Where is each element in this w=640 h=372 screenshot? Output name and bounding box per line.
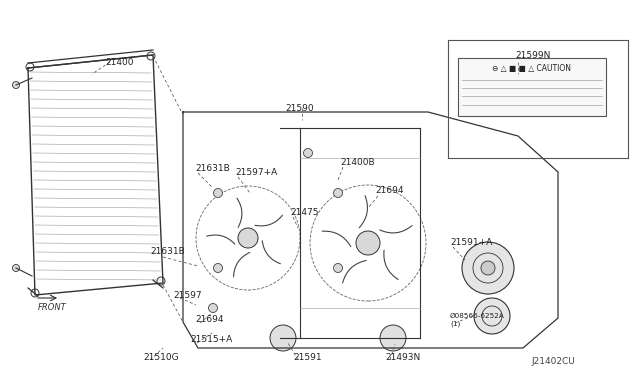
Circle shape bbox=[13, 264, 19, 272]
Circle shape bbox=[270, 325, 296, 351]
Circle shape bbox=[380, 325, 406, 351]
Text: 21510G: 21510G bbox=[143, 353, 179, 362]
FancyBboxPatch shape bbox=[458, 58, 606, 116]
Circle shape bbox=[209, 304, 218, 312]
Circle shape bbox=[214, 263, 223, 273]
Text: 21694: 21694 bbox=[375, 186, 403, 195]
Text: 21475: 21475 bbox=[290, 208, 319, 217]
Text: FRONT: FRONT bbox=[38, 304, 67, 312]
Circle shape bbox=[481, 261, 495, 275]
Text: 21515+A: 21515+A bbox=[190, 336, 232, 344]
Text: 21400: 21400 bbox=[105, 58, 134, 67]
Text: Ø08566-6252A
(1): Ø08566-6252A (1) bbox=[450, 313, 505, 327]
Circle shape bbox=[214, 189, 223, 198]
Circle shape bbox=[238, 228, 258, 248]
Circle shape bbox=[474, 298, 510, 334]
Text: 21591: 21591 bbox=[293, 353, 322, 362]
Circle shape bbox=[356, 231, 380, 255]
Text: J21402CU: J21402CU bbox=[531, 357, 575, 366]
Circle shape bbox=[462, 242, 514, 294]
Text: 21591+A: 21591+A bbox=[450, 237, 492, 247]
Text: 21493N: 21493N bbox=[385, 353, 420, 362]
Text: 21597+A: 21597+A bbox=[235, 167, 277, 176]
Circle shape bbox=[13, 81, 19, 89]
Text: 21597: 21597 bbox=[173, 291, 202, 299]
Circle shape bbox=[303, 148, 312, 157]
Text: 21400B: 21400B bbox=[340, 157, 374, 167]
Circle shape bbox=[333, 189, 342, 198]
Text: ⊖ △ ■ ■ △ CAUTION: ⊖ △ ■ ■ △ CAUTION bbox=[493, 64, 572, 73]
Text: 21590: 21590 bbox=[285, 103, 314, 112]
Text: 21631B: 21631B bbox=[150, 247, 185, 257]
Text: 21631B: 21631B bbox=[195, 164, 230, 173]
Text: 21694: 21694 bbox=[195, 315, 223, 324]
Circle shape bbox=[333, 263, 342, 273]
Text: 21599N: 21599N bbox=[515, 51, 550, 60]
